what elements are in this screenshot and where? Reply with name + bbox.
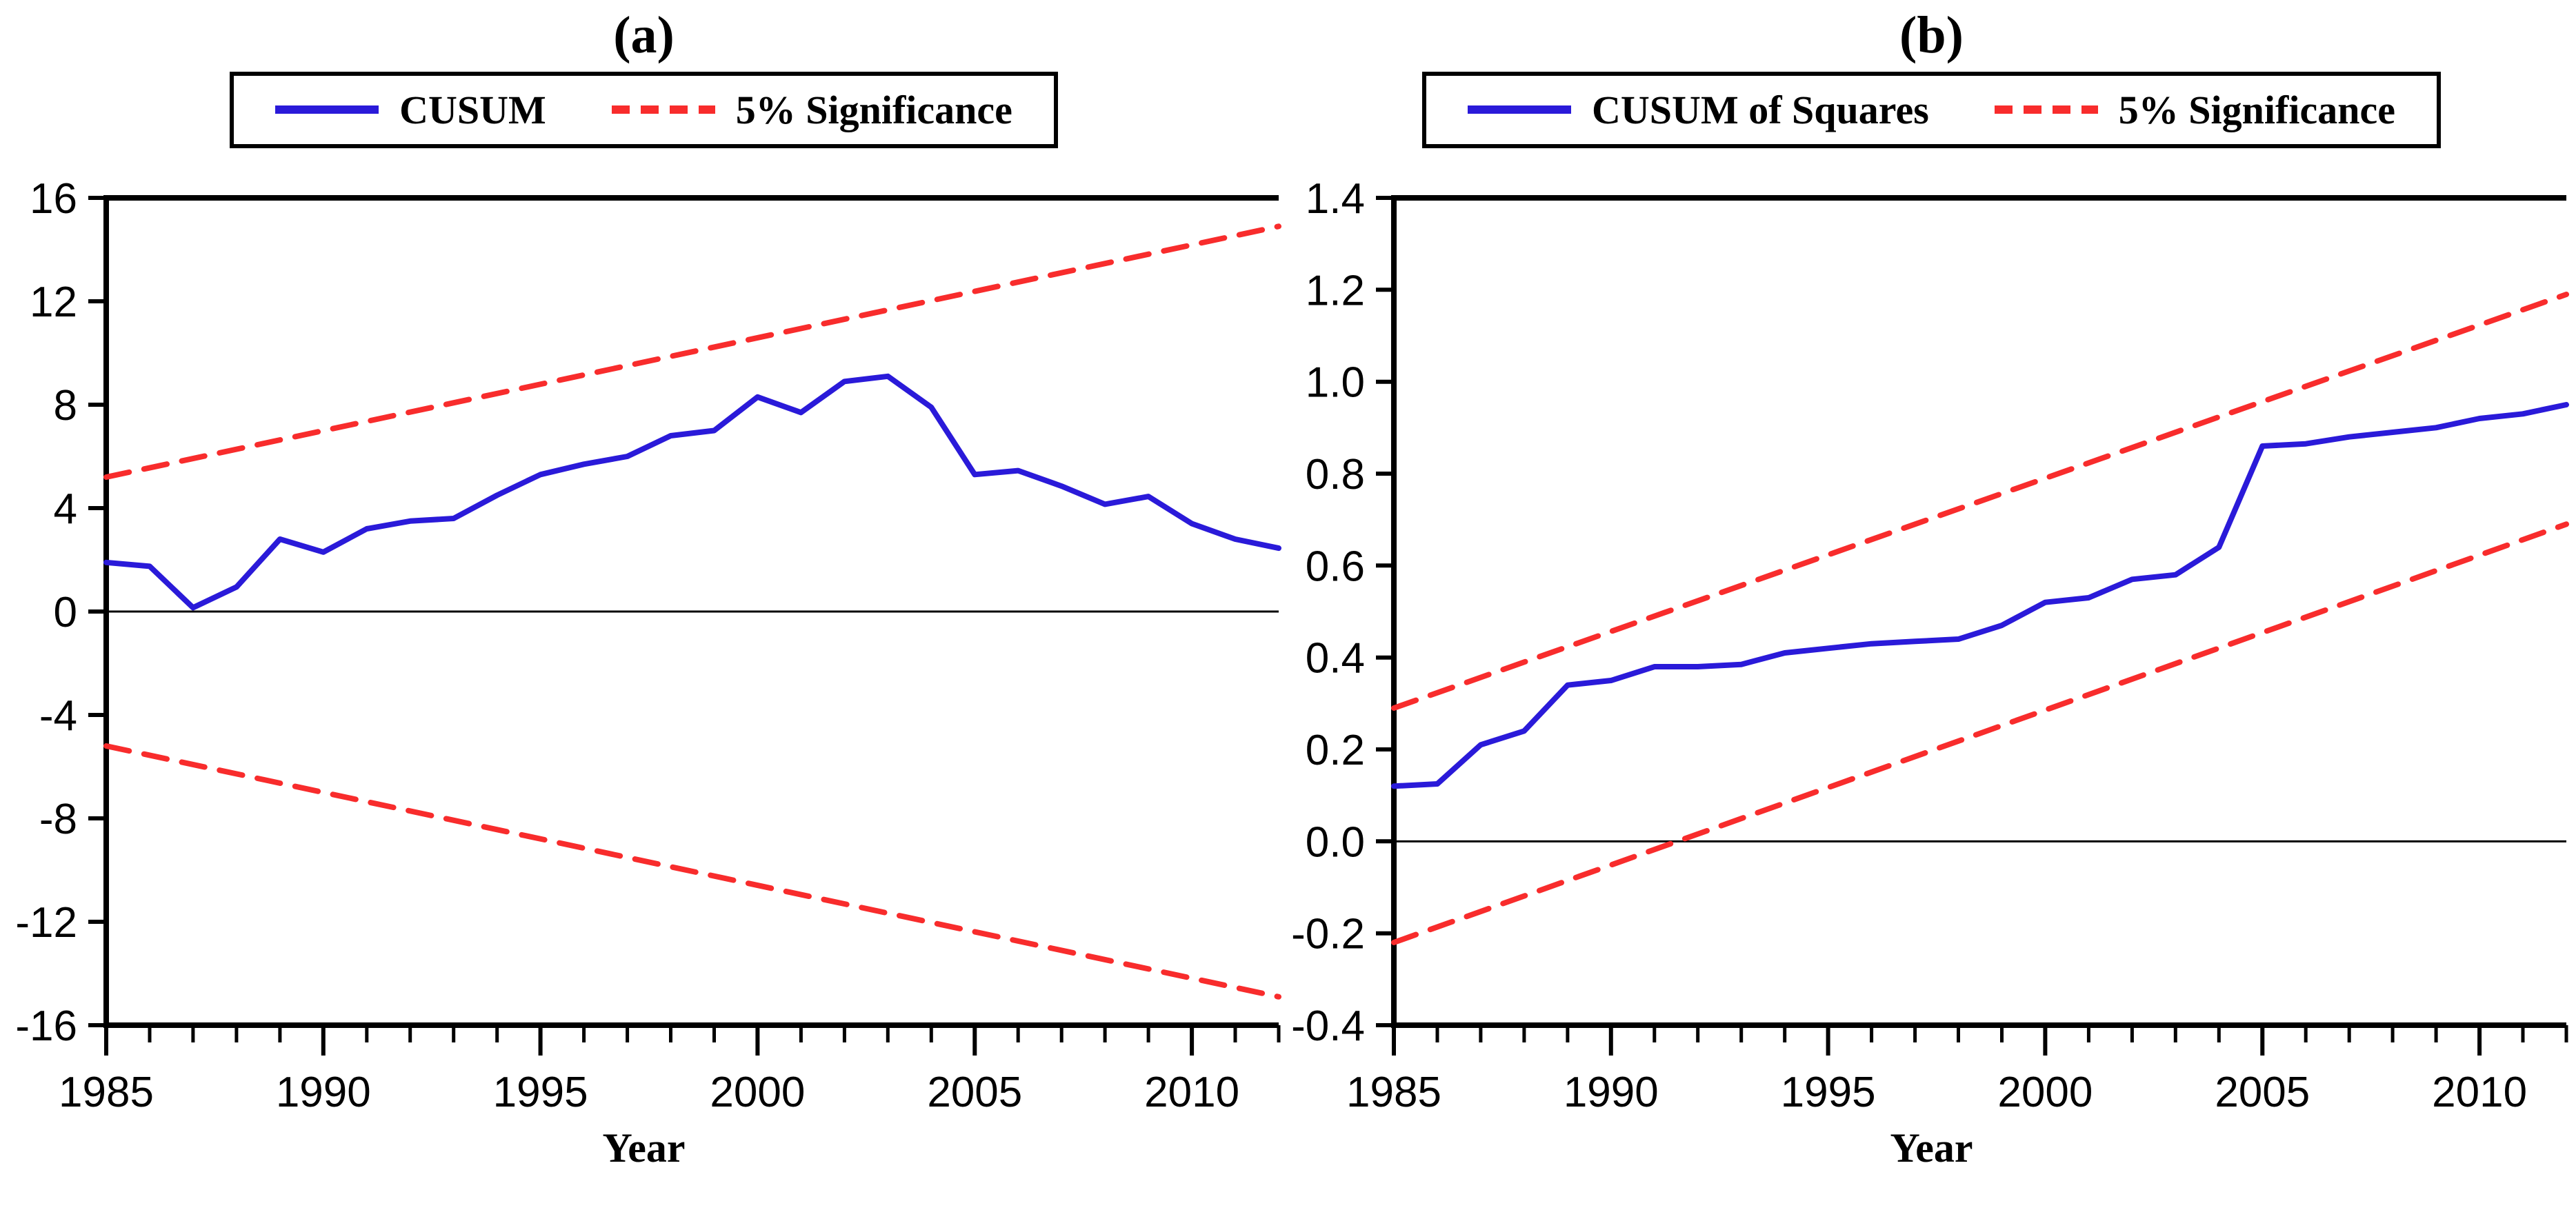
legend-item-cusum-squares: CUSUM of Squares xyxy=(1468,87,1929,133)
chart-panel-a: (a) CUSUM 5% Significance 16 12 8 4 0 -4 -8 -12… xyxy=(15,6,1281,1171)
solid-line-icon xyxy=(275,105,379,114)
svg-text:0.4: 0.4 xyxy=(1305,634,1364,682)
svg-text:16: 16 xyxy=(30,175,77,223)
svg-text:2010: 2010 xyxy=(2432,1069,2527,1116)
svg-text:-0.4: -0.4 xyxy=(1291,1002,1365,1050)
svg-text:1.2: 1.2 xyxy=(1305,267,1364,314)
svg-text:1985: 1985 xyxy=(1346,1069,1441,1116)
legend-label-significance: 5% Significance xyxy=(2118,87,2395,132)
svg-text:1.0: 1.0 xyxy=(1305,359,1364,406)
chart-b-title: (b) xyxy=(1899,6,1964,64)
svg-text:0.8: 0.8 xyxy=(1305,451,1364,498)
svg-text:2000: 2000 xyxy=(710,1069,805,1116)
svg-text:-12: -12 xyxy=(15,899,77,947)
svg-text:4: 4 xyxy=(53,485,77,533)
svg-text:0: 0 xyxy=(53,589,77,636)
chart-b-x-axis-label: Year xyxy=(1890,1124,1973,1171)
svg-text:1985: 1985 xyxy=(59,1069,154,1116)
svg-text:-4: -4 xyxy=(39,692,77,740)
svg-text:-0.2: -0.2 xyxy=(1291,910,1365,958)
svg-text:2005: 2005 xyxy=(927,1069,1022,1116)
cusum-of-squares-plot: 1.4 1.2 1.0 0.8 0.6 0.4 0.2 0.0 -0.2 -0.4 1985 1990… xyxy=(1291,175,2569,1116)
legend-item-cusum: CUSUM xyxy=(275,87,546,133)
cusum-plot: 16 12 8 4 0 -4 -8 -12 -16 1985 1990 1995 2000 2005 201… xyxy=(15,175,1281,1116)
solid-line-icon xyxy=(1468,105,1572,114)
svg-text:1990: 1990 xyxy=(1563,1069,1658,1116)
svg-text:-8: -8 xyxy=(39,796,77,843)
svg-text:1995: 1995 xyxy=(1780,1069,1875,1116)
svg-text:0.2: 0.2 xyxy=(1305,727,1364,774)
svg-text:8: 8 xyxy=(53,382,77,430)
svg-text:12: 12 xyxy=(30,279,77,326)
legend-label-cusum: CUSUM xyxy=(399,87,546,132)
legend-item-significance: 5% Significance xyxy=(611,87,1012,133)
svg-text:2010: 2010 xyxy=(1144,1069,1239,1116)
legend-item-significance: 5% Significance xyxy=(1994,87,2395,133)
legend-label-cusum-squares: CUSUM of Squares xyxy=(1592,87,1929,132)
chart-a-legend: CUSUM 5% Significance xyxy=(230,71,1058,148)
dashed-line-icon xyxy=(611,105,715,114)
legend-label-significance: 5% Significance xyxy=(735,87,1012,132)
chart-b-legend: CUSUM of Squares 5% Significance xyxy=(1422,71,2441,148)
svg-text:-16: -16 xyxy=(15,1002,77,1050)
dashed-line-icon xyxy=(1994,105,2098,114)
svg-text:2000: 2000 xyxy=(1997,1069,2093,1116)
chart-panel-b: (b) CUSUM of Squares 5% Significance 1.4… xyxy=(1288,0,2575,1221)
svg-text:1995: 1995 xyxy=(492,1069,588,1116)
chart-a-x-axis-label: Year xyxy=(602,1124,686,1171)
svg-text:0.6: 0.6 xyxy=(1305,543,1364,590)
svg-text:2005: 2005 xyxy=(2215,1069,2310,1116)
svg-text:1.4: 1.4 xyxy=(1305,175,1364,223)
svg-text:1990: 1990 xyxy=(275,1069,370,1116)
svg-text:0.0: 0.0 xyxy=(1305,818,1364,866)
chart-a-title: (a) xyxy=(613,6,675,64)
